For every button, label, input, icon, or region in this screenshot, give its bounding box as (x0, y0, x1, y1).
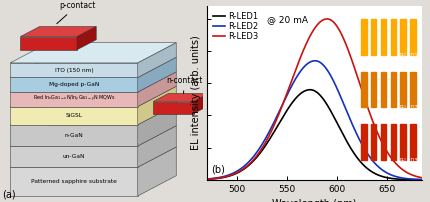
R-LED1 (367, 170, 372, 172)
Line: R-LED1: R-LED1 (206, 90, 421, 180)
R-LED1 (307, 88, 312, 91)
R-LED3 (419, 177, 424, 179)
Polygon shape (10, 146, 138, 167)
Polygon shape (138, 57, 176, 92)
Polygon shape (10, 86, 176, 107)
R-LED2 (389, 174, 394, 177)
Text: SiGSL: SiGSL (65, 113, 82, 118)
R-LED3 (389, 159, 394, 161)
R-LED2 (204, 178, 209, 180)
Text: @ 20 mA: @ 20 mA (267, 15, 307, 24)
R-LED3 (335, 27, 340, 29)
R-LED3 (204, 178, 209, 180)
Text: un-GaN: un-GaN (62, 154, 85, 159)
Text: ITO (150 nm): ITO (150 nm) (55, 68, 93, 73)
Text: Red In$_x$Ga$_{1-x}$N/In$_y$Ga$_{1-y}$N MQWs: Red In$_x$Ga$_{1-x}$N/In$_y$Ga$_{1-y}$N … (32, 94, 115, 104)
Polygon shape (138, 72, 176, 107)
R-LED3 (217, 177, 222, 179)
Polygon shape (10, 126, 176, 146)
X-axis label: Wavelength (nm): Wavelength (nm) (272, 199, 356, 202)
R-LED3 (341, 39, 346, 42)
Polygon shape (10, 167, 138, 196)
Polygon shape (10, 125, 138, 146)
Polygon shape (10, 77, 138, 92)
Text: n-GaN: n-GaN (64, 133, 83, 138)
Text: n-contact: n-contact (166, 76, 202, 93)
R-LED1 (341, 136, 346, 138)
Polygon shape (138, 86, 176, 125)
R-LED1 (204, 178, 209, 180)
Legend: R-LED1, R-LED2, R-LED3: R-LED1, R-LED2, R-LED3 (211, 10, 260, 43)
Polygon shape (138, 126, 176, 167)
Polygon shape (10, 72, 176, 92)
R-LED2 (341, 104, 346, 107)
Polygon shape (193, 93, 209, 114)
R-LED2 (335, 89, 340, 92)
R-LED3 (329, 20, 334, 22)
Y-axis label: EL intensity (arb. units): EL intensity (arb. units) (191, 36, 201, 150)
Polygon shape (10, 105, 176, 125)
R-LED3 (324, 18, 329, 20)
Line: R-LED3: R-LED3 (206, 19, 421, 179)
R-LED2 (367, 157, 372, 159)
Text: (b): (b) (211, 165, 224, 175)
Polygon shape (10, 43, 176, 63)
R-LED2 (419, 178, 424, 181)
R-LED1 (329, 113, 334, 115)
R-LED2 (217, 176, 222, 179)
Polygon shape (77, 26, 96, 50)
Polygon shape (10, 57, 176, 77)
R-LED1 (335, 123, 340, 126)
Polygon shape (153, 93, 209, 101)
Polygon shape (10, 107, 138, 125)
R-LED1 (419, 179, 424, 181)
R-LED3 (367, 114, 372, 117)
Text: Patterned sapphire substrate: Patterned sapphire substrate (31, 179, 117, 184)
Polygon shape (20, 37, 77, 50)
Line: R-LED2: R-LED2 (206, 61, 421, 180)
Text: p-contact: p-contact (57, 1, 95, 24)
R-LED1 (217, 177, 222, 179)
Text: Mg-doped p-GaN: Mg-doped p-GaN (49, 82, 99, 87)
Polygon shape (10, 147, 176, 167)
Polygon shape (138, 147, 176, 196)
Polygon shape (138, 105, 176, 146)
R-LED1 (389, 177, 394, 180)
Polygon shape (10, 63, 138, 77)
Polygon shape (20, 26, 96, 37)
Polygon shape (138, 43, 176, 77)
Polygon shape (153, 101, 193, 114)
R-LED2 (329, 77, 334, 80)
Polygon shape (10, 92, 138, 107)
R-LED2 (312, 60, 317, 62)
Text: (a): (a) (2, 190, 15, 200)
